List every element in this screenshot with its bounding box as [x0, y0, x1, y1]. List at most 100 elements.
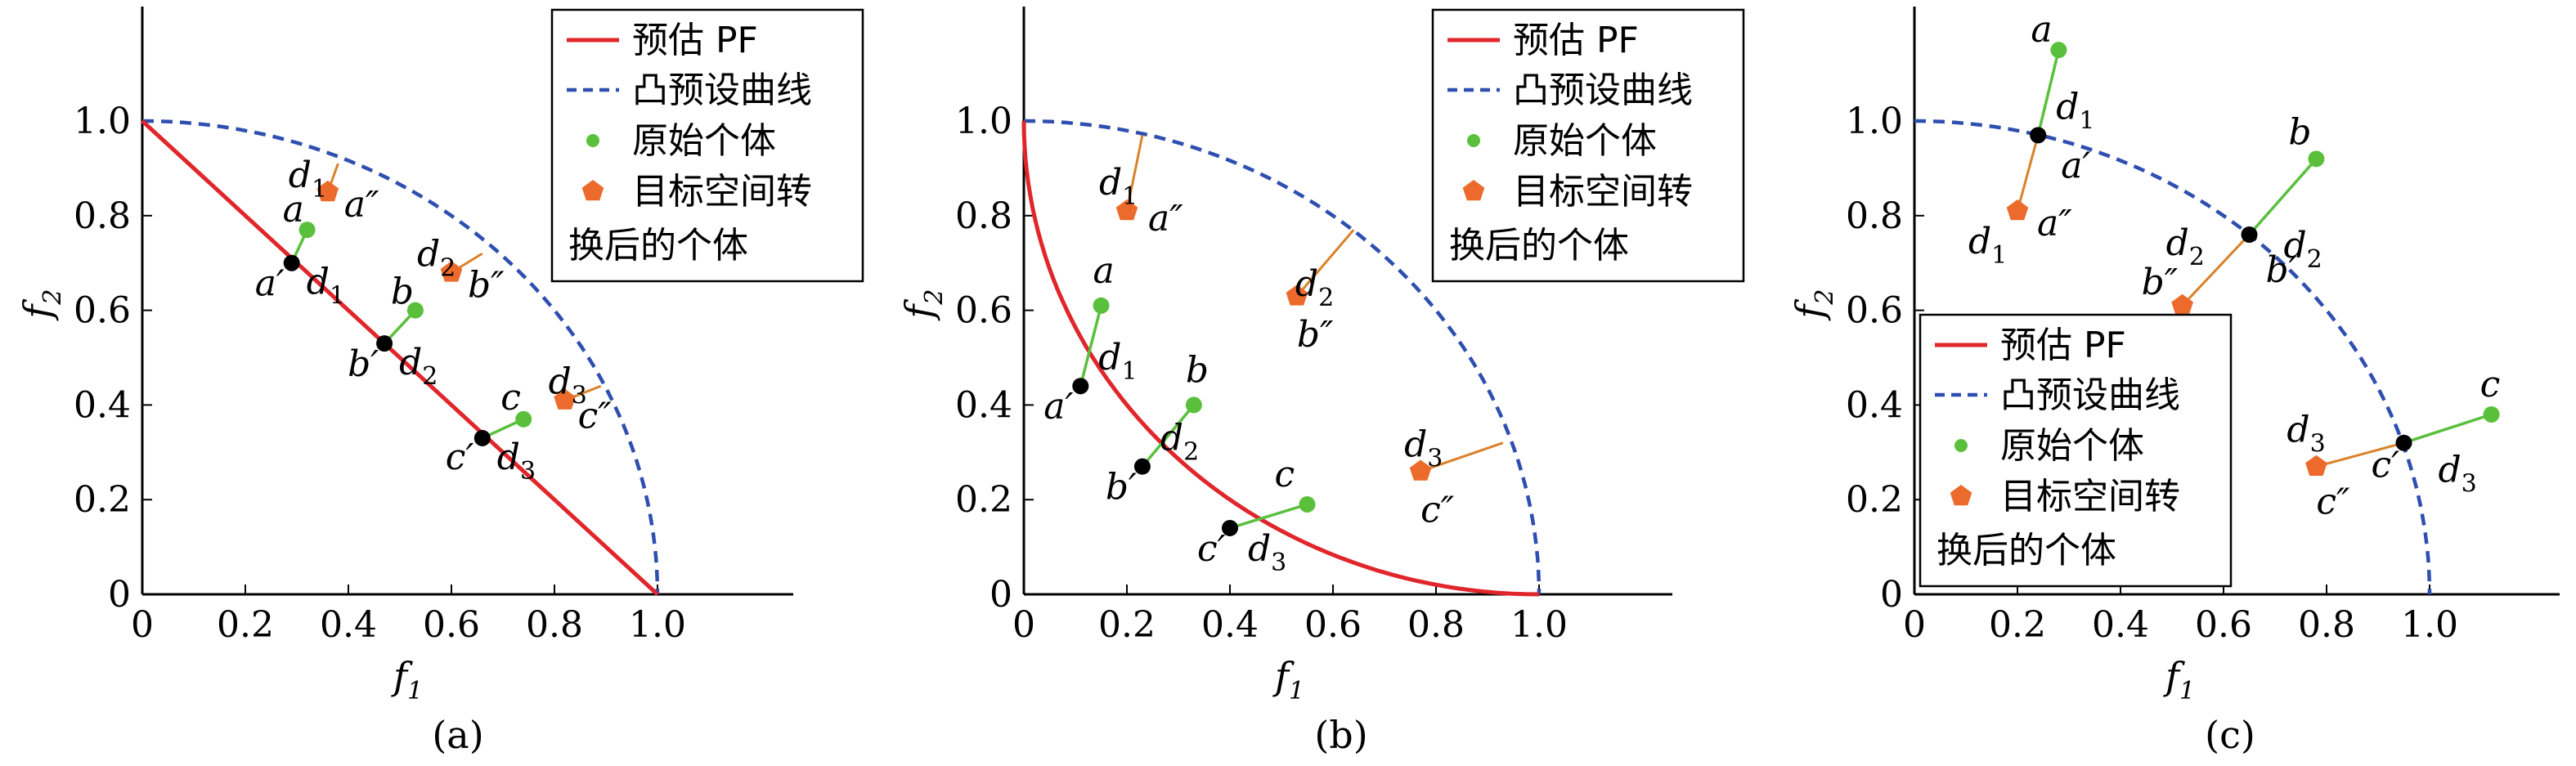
distance-segment-original [1229, 503, 1308, 530]
x-axis-label: f1 [1272, 654, 1304, 706]
transformed-individual-point [316, 180, 339, 202]
legend-label-original: 原始个体 [2000, 425, 2144, 467]
projected-point [2395, 434, 2412, 451]
original-individual-point [298, 222, 316, 239]
original-point-label: c [1275, 454, 1295, 495]
transformed-point-label: b″ [1297, 314, 1334, 356]
estimated-pf-curve [1021, 120, 1540, 597]
y-tick-label: 0.2 [955, 479, 1012, 521]
transformed-point-label: b″ [2142, 262, 2179, 303]
transformed-individual-point [2171, 293, 2193, 316]
transformed-individual-point [2305, 455, 2327, 476]
y-tick-label: 0.6 [74, 290, 131, 332]
y-tick-label: 0.8 [1846, 195, 1903, 237]
distance-segment-transformed [2181, 233, 2251, 307]
x-tick-label: 0.8 [2298, 604, 2355, 646]
original-individual-point [1299, 495, 1316, 513]
transformed-distance-label: d2 [2166, 222, 2205, 271]
distance-segment-original [2403, 413, 2493, 445]
y-tick-label: 0 [108, 574, 131, 616]
legend-symbol-transformed [1462, 180, 1485, 201]
y-tick-label: 0 [1880, 574, 1903, 616]
original-individual-point [2050, 42, 2067, 59]
x-tick-label: 0.4 [2092, 604, 2149, 646]
y-tick-label: 0 [990, 574, 1012, 616]
legend-symbol-transformed [1950, 485, 1972, 506]
transformed-point-label: a″ [344, 184, 379, 226]
y-tick-label: 0.6 [1846, 290, 1903, 332]
legend-symbol-transformed [581, 180, 604, 201]
projected-point-label: c′ [1197, 528, 1226, 570]
convex-preset-curve [141, 119, 660, 595]
x-tick-label: 0.8 [1407, 604, 1465, 646]
projected-point [2241, 226, 2258, 243]
chart-panel-2: 0 0.2 0.4 0.6 0.8 1.0 0 0.2 0.4 0.6 0.8 1.0 f1 f2 (b) a… [897, 7, 1745, 757]
legend-box [1431, 8, 1745, 283]
transformed-point-label: c″ [1420, 489, 1455, 531]
x-tick-label: 0.2 [1989, 604, 2046, 646]
original-point-label: a [2031, 9, 2052, 51]
transformed-point-label: c″ [578, 396, 613, 437]
original-point-label: b [2288, 111, 2311, 153]
y-tick-label: 0.2 [1846, 479, 1903, 521]
x-tick-label: 0.2 [217, 604, 274, 646]
y-tick-label: 0.4 [74, 384, 131, 426]
projected-point-label: b′ [2266, 249, 2297, 291]
y-axis-label: f2 [1788, 289, 1839, 320]
distance-segment-original [2248, 158, 2318, 236]
original-individual-point [1093, 297, 1110, 314]
panel-caption: (a) [432, 713, 483, 757]
y-tick-label: 0.4 [1846, 384, 1903, 426]
x-tick-label: 0 [131, 604, 154, 646]
estimated-pf-line [141, 119, 659, 596]
projected-point-label: b′ [348, 343, 379, 385]
legend-label-transformed: 目标空间转换后的个体 [1936, 476, 2180, 571]
x-axis-label: f1 [391, 654, 423, 706]
distance-segment-transformed [1295, 229, 1355, 298]
legend-label-pf: 预估 PF [632, 20, 758, 61]
projected-point-label: a′ [2061, 145, 2090, 186]
projected-point [473, 429, 491, 446]
panel-caption: (c) [2205, 713, 2255, 757]
transformed-distance-label: d1 [1099, 162, 1138, 211]
distance-label: d1 [307, 262, 345, 311]
x-tick-label: 1.0 [629, 604, 686, 646]
projected-point-label: c′ [2372, 445, 2400, 486]
distance-segment-original [1141, 404, 1196, 468]
original-point-label: c [500, 377, 521, 419]
legend-label-original: 原始个体 [632, 120, 776, 162]
convex-preset-curve [1914, 119, 2432, 595]
transformed-individual-point [440, 261, 463, 282]
transformed-point-label: c″ [2316, 482, 2350, 523]
y-axis-label: f2 [897, 289, 949, 320]
distance-label: d3 [2439, 450, 2477, 499]
x-tick-label: 0.4 [1201, 604, 1259, 646]
y-axis-label: f2 [16, 289, 67, 320]
x-tick-label: 0 [1903, 604, 1926, 646]
convex-preset-curve [1023, 119, 1542, 595]
x-tick-label: 1.0 [2401, 604, 2458, 646]
original-point-label: a [1093, 250, 1115, 292]
original-point-label: c [2480, 364, 2501, 405]
distance-label: d1 [2056, 86, 2094, 135]
original-point-label: b [1186, 349, 1209, 391]
transformed-point-label: a″ [2037, 203, 2072, 244]
transformed-distance-label: d3 [1404, 423, 1443, 473]
transformed-individual-point [554, 388, 576, 410]
distance-segment-transformed [2016, 134, 2040, 212]
projected-point-label: b′ [1106, 467, 1137, 508]
original-point-label: a [283, 189, 304, 231]
original-individual-point [515, 410, 532, 428]
distance-label: d3 [497, 437, 536, 486]
legend-symbol-original [1467, 134, 1480, 147]
projected-point [283, 254, 300, 271]
x-tick-label: 1.0 [1510, 604, 1568, 646]
legend-label-pf: 预估 PF [2000, 325, 2126, 366]
transformed-individual-point [1115, 199, 1138, 221]
legend-label-pf: 预估 PF [1513, 20, 1639, 61]
y-tick-label: 0.8 [955, 195, 1012, 237]
y-tick-label: 1.0 [74, 101, 131, 142]
distance-segment-transformed [1125, 135, 1144, 212]
legend-box [1919, 313, 2233, 588]
